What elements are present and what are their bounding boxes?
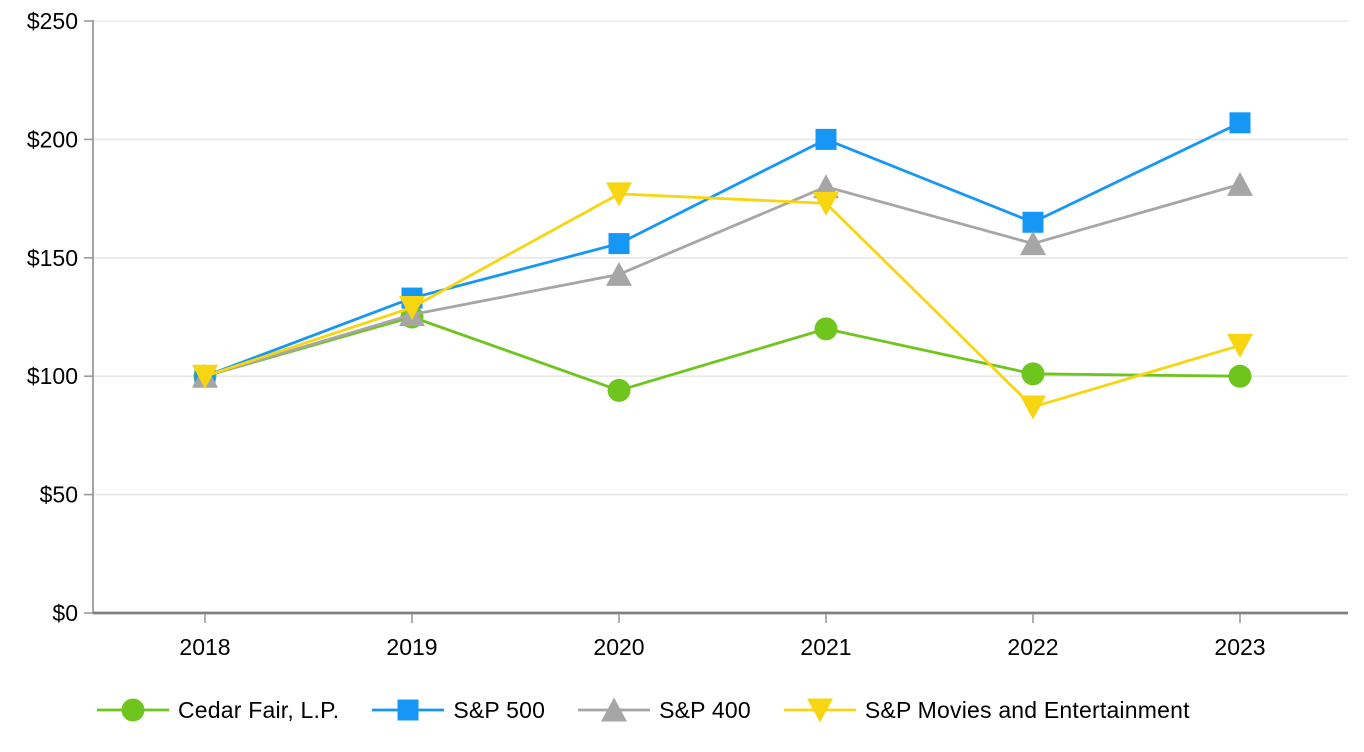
x-tick-label: 2021 bbox=[800, 634, 851, 660]
legend-label: S&P 500 bbox=[453, 696, 546, 723]
series-line bbox=[204, 315, 1241, 392]
data-point-marker bbox=[814, 317, 838, 341]
data-point-marker bbox=[1021, 362, 1045, 386]
data-point-marker bbox=[399, 296, 425, 321]
data-point-marker bbox=[813, 191, 839, 216]
data-point-marker bbox=[1229, 112, 1251, 134]
data-point-marker bbox=[1227, 333, 1253, 358]
circle-marker bbox=[121, 698, 145, 722]
data-point-marker bbox=[606, 261, 632, 286]
series-line bbox=[204, 121, 1241, 378]
legend-label: Cedar Fair, L.P. bbox=[178, 696, 340, 723]
data-point-marker bbox=[1022, 211, 1044, 233]
x-tick-label: 2018 bbox=[179, 634, 230, 660]
data-point-marker bbox=[1228, 364, 1252, 388]
data-point-marker bbox=[607, 378, 631, 402]
data-point-marker bbox=[815, 128, 837, 150]
data-point-marker bbox=[1227, 171, 1253, 196]
legend-triangle-up-icon bbox=[578, 697, 651, 722]
x-tick-label: 2023 bbox=[1214, 634, 1265, 660]
data-point-marker bbox=[606, 182, 632, 207]
legend-item: S&P Movies and Entertainment bbox=[783, 693, 1190, 727]
legend-label: S&P Movies and Entertainment bbox=[864, 696, 1190, 723]
legend-triangle-down-icon bbox=[783, 698, 856, 723]
y-tick-label: $150 bbox=[27, 245, 78, 271]
y-tick-label: $200 bbox=[27, 126, 78, 152]
square-marker bbox=[397, 699, 419, 721]
triangle-down-marker bbox=[806, 698, 833, 723]
legend-square-icon bbox=[372, 699, 445, 721]
legend-item: Cedar Fair, L.P. bbox=[97, 693, 339, 727]
legend-label: S&P 400 bbox=[659, 696, 751, 723]
triangle-up-marker bbox=[601, 697, 628, 722]
chart-legend: Cedar Fair, L.P. S&P 500 S&P 400 S&P Movies… bbox=[97, 688, 1190, 732]
data-point-marker bbox=[1020, 231, 1046, 256]
data-point-marker bbox=[192, 364, 218, 389]
x-tick-label: 2019 bbox=[386, 634, 437, 660]
series-line bbox=[204, 183, 1241, 378]
legend-item: S&P 500 bbox=[372, 693, 545, 727]
data-point-marker bbox=[1020, 395, 1046, 420]
x-tick-label: 2020 bbox=[593, 634, 644, 660]
y-tick-label: $250 bbox=[27, 8, 78, 34]
legend-item: S&P 400 bbox=[578, 693, 751, 727]
y-tick-label: $0 bbox=[52, 600, 78, 626]
data-point-marker bbox=[608, 233, 630, 255]
series-line bbox=[204, 192, 1241, 409]
legend-circle-icon bbox=[97, 698, 169, 722]
y-tick-label: $50 bbox=[40, 482, 78, 508]
x-tick-label: 2022 bbox=[1007, 634, 1058, 660]
y-tick-label: $100 bbox=[27, 363, 78, 389]
